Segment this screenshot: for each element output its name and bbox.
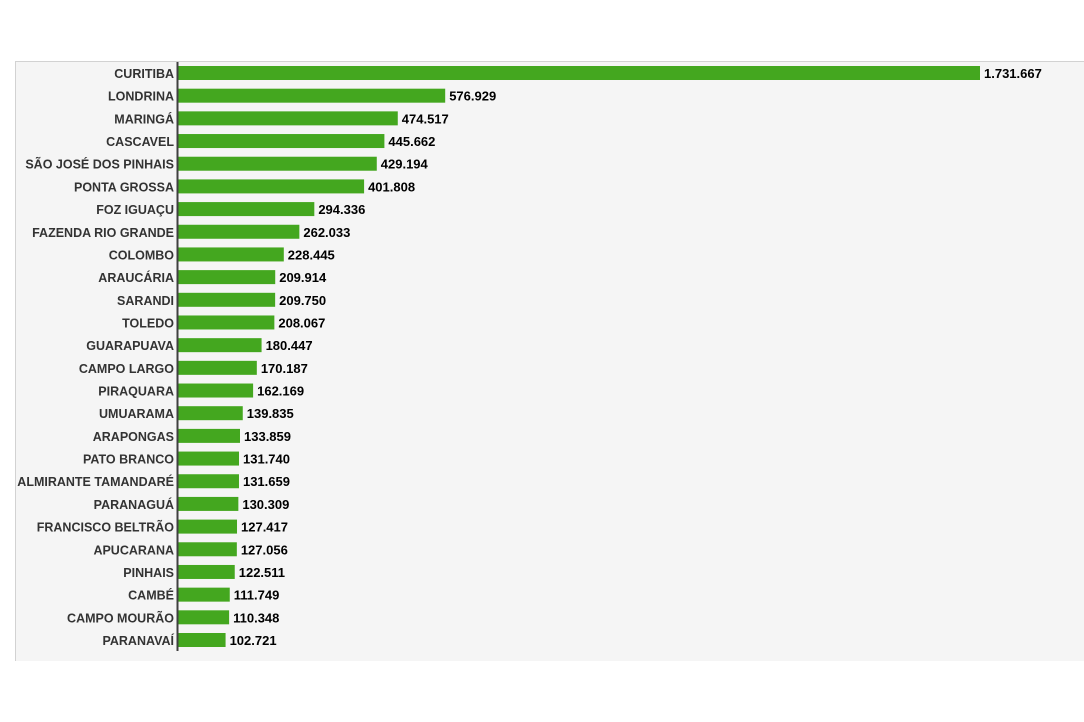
bar	[178, 247, 284, 262]
bar-value-label: 110.348	[233, 610, 279, 625]
category-label: GUARAPUAVA	[86, 339, 174, 353]
bar	[178, 564, 235, 579]
bar	[178, 179, 365, 194]
bar-value-label: 180.447	[266, 338, 313, 353]
bar	[178, 88, 446, 103]
bar-value-label: 429.194	[381, 157, 429, 172]
category-label: SARANDI	[117, 294, 174, 308]
bar	[178, 633, 226, 647]
category-label: CASCAVEL	[106, 135, 174, 149]
bar	[178, 428, 240, 443]
bar	[178, 474, 239, 489]
bar-value-label: 401.808	[368, 179, 415, 194]
category-label: PIRAQUARA	[98, 385, 174, 399]
category-label: ALMIRANTE TAMANDARÉ	[17, 474, 174, 489]
bar-value-label: 127.417	[241, 520, 288, 535]
category-label: CAMBÉ	[128, 588, 174, 603]
category-label: CAMPO LARGO	[79, 362, 174, 376]
category-label: PINHAIS	[123, 566, 174, 580]
bar-value-label: 131.659	[243, 474, 290, 489]
category-label: PARANAGUÁ	[94, 497, 174, 512]
bar-value-label: 208.067	[278, 315, 325, 330]
bar	[178, 406, 243, 421]
bar-value-label: 209.750	[279, 293, 326, 308]
category-label: TOLEDO	[122, 316, 174, 330]
bar-value-label: 209.914	[279, 270, 327, 285]
bar-value-label: 139.835	[247, 406, 294, 421]
category-label: PONTA GROSSA	[74, 180, 174, 194]
bar	[178, 338, 262, 353]
bar-value-label: 131.740	[243, 452, 290, 467]
category-label: PATO BRANCO	[83, 453, 174, 467]
category-label: CURITIBA	[114, 67, 174, 81]
category-label: PARANAVAÍ	[102, 633, 174, 648]
bar-value-label: 474.517	[402, 111, 449, 126]
bar	[178, 519, 238, 534]
bar-value-label: 228.445	[288, 247, 335, 262]
bar	[178, 451, 240, 466]
category-label: COLOMBO	[109, 248, 175, 262]
bars-layer	[178, 66, 980, 647]
category-labels-layer: CURITIBA LONDRINA MARINGÁ CASCAVEL SÃO JOSÉ …	[17, 67, 174, 648]
bar-value-label: 102.721	[230, 633, 277, 648]
bar	[178, 156, 377, 171]
category-label: FOZ IGUAÇU	[96, 203, 174, 217]
bar-value-label: 133.859	[244, 429, 291, 444]
category-label: UMUARAMA	[99, 407, 174, 421]
bar-value-label: 127.056	[241, 542, 288, 557]
category-label: FAZENDA RIO GRANDE	[32, 226, 174, 240]
category-label: LONDRINA	[108, 90, 174, 104]
bar	[178, 111, 398, 126]
category-label: CAMPO MOURÃO	[67, 610, 174, 625]
bar-value-label: 294.336	[318, 202, 365, 217]
bar-value-label: 122.511	[239, 565, 285, 580]
bar	[178, 315, 275, 330]
category-label: SÃO JOSÉ DOS PINHAIS	[25, 157, 174, 172]
bar	[178, 224, 300, 239]
bar-value-label: 262.033	[303, 225, 350, 240]
bar	[178, 542, 237, 557]
category-label: APUCARANA	[93, 543, 174, 557]
category-label: ARAPONGAS	[93, 430, 174, 444]
bar-value-label: 170.187	[261, 361, 308, 376]
bar-value-label: 576.929	[449, 89, 496, 104]
bar-value-label: 445.662	[388, 134, 435, 149]
bar	[178, 610, 230, 625]
bar	[178, 360, 257, 375]
bar	[178, 496, 239, 511]
category-label: ARAUCÁRIA	[98, 270, 174, 285]
bar-value-label: 1.731.667	[984, 66, 1042, 81]
category-label: FRANCISCO BELTRÃO	[37, 520, 175, 535]
bar	[178, 383, 254, 398]
bar	[178, 270, 276, 285]
category-label: MARINGÁ	[114, 111, 174, 126]
bar-value-label: 130.309	[242, 497, 289, 512]
bar	[178, 202, 315, 217]
bar-value-label: 111.749	[234, 588, 280, 603]
bar	[178, 587, 230, 602]
bar-value-label: 162.169	[257, 384, 304, 399]
bar	[178, 292, 276, 307]
bar	[178, 134, 385, 149]
bar	[178, 66, 980, 80]
